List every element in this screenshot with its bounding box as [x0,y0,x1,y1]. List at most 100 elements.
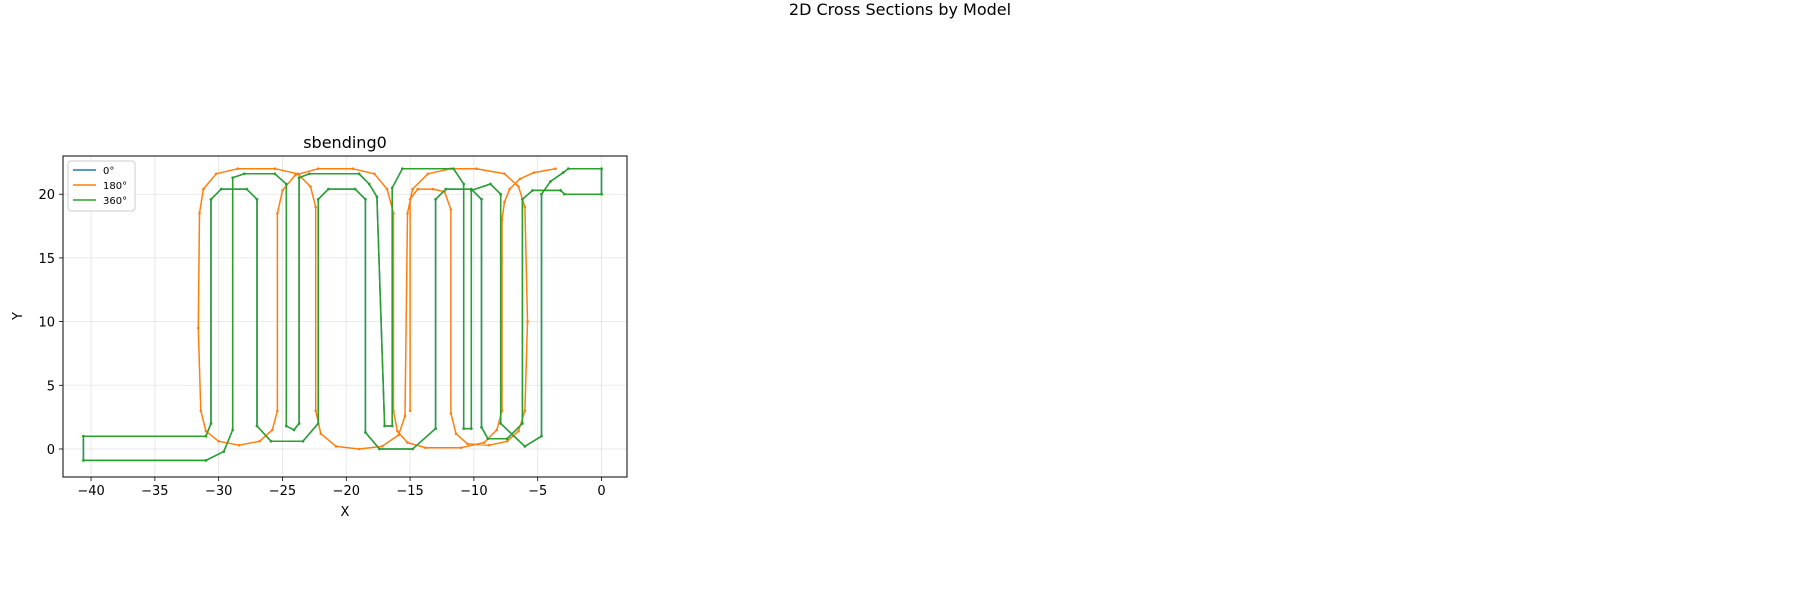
series-point [531,189,534,192]
series-point [449,412,453,415]
series-point [351,167,355,170]
series-point [273,167,277,170]
series-point [357,447,361,451]
series-point [273,172,277,176]
series-point [600,167,603,170]
series-point [204,459,208,462]
series-point [396,429,399,433]
series-point [271,428,274,432]
series-point [217,440,220,443]
series-point [517,429,520,433]
series-point [521,198,524,201]
series-point [204,434,208,438]
x-tick-label: 0 [597,484,605,499]
series-point [219,187,223,191]
series-point [276,212,279,215]
series-point [495,428,499,432]
series-point [309,185,312,188]
y-tick-label: 15 [38,252,55,267]
figure-suptitle: 2D Cross Sections by Model [789,0,1011,19]
series-point [462,182,466,186]
series-point [209,198,213,201]
y-ticks: 0 5 10 15 20 [38,188,63,458]
series-point [353,187,357,191]
series-point [316,198,320,201]
x-tick-label: −5 [528,484,547,499]
series-point [269,440,273,443]
series-point [237,443,241,447]
x-tick-label: −25 [269,484,296,499]
series-point [540,192,543,196]
series-point [82,459,85,462]
series-point [480,426,483,429]
series-point [198,212,201,215]
series-point [231,428,234,432]
series-point [293,173,297,177]
series-point [452,167,455,170]
series-point [364,431,367,434]
series-point [255,424,259,428]
legend: 0° 180° 360° [67,160,136,212]
legend-label-2: 360° [103,196,127,207]
series-point [487,443,491,447]
series-point [308,172,311,176]
series-point [390,424,394,428]
series-point [518,177,522,181]
series-point [364,198,367,201]
series-point [434,198,437,201]
series-point [470,427,473,430]
series-point [517,185,520,188]
series-point [482,441,486,444]
series-point [222,450,226,453]
series-point [202,187,205,191]
series-point [480,198,483,201]
series-point [383,424,386,428]
series-point [209,422,213,425]
series-point [431,187,435,191]
series-point [316,167,320,170]
y-tick-label: 20 [38,188,55,203]
series-point [526,320,529,323]
series-point [301,440,305,443]
series-point [434,427,437,430]
series-point [411,447,414,451]
x-axis-label: X [341,505,350,520]
x-tick-label: −30 [205,484,232,499]
series-point [532,171,536,174]
series-point [378,447,381,451]
series-point [411,187,414,191]
series-point [242,172,246,176]
series-point [406,212,409,215]
series-point [334,445,338,448]
series-point [403,414,407,418]
series-point [505,437,509,441]
y-tick-label: 0 [47,443,55,458]
series-point [297,422,301,425]
y-tick-label: 10 [38,316,55,331]
series-point [466,442,469,446]
series-point [316,422,320,425]
axes: −40 −35 −30 −25 −20 −15 −10 −5 0 0 5 10 15 20 sbendi… [11,133,628,520]
series-point [314,409,318,413]
series-point [397,433,400,437]
series-line [82,167,603,462]
y-axis-label: Y [11,312,26,321]
x-ticks: −40 −35 −30 −25 −20 −15 −10 −5 0 [77,477,606,499]
series-point [554,167,557,170]
y-tick-label: 5 [47,379,55,394]
x-tick-label: −20 [333,484,360,499]
series-point [296,172,300,176]
series-point [297,176,301,179]
series-point [426,172,430,176]
series-point [292,428,296,432]
series-point [82,434,85,438]
series-point [214,172,218,176]
series-point [523,205,527,209]
series-point [505,440,509,443]
series-point [408,198,412,201]
legend-label-0: 0° [103,166,114,177]
legend-box [67,160,136,212]
series-point [408,409,412,413]
x-tick-label: −10 [460,484,487,499]
series-point [390,186,394,190]
